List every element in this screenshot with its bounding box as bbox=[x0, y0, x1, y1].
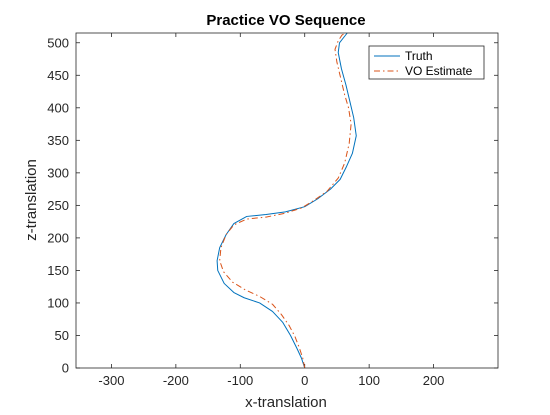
y-tick-label: 150 bbox=[47, 263, 69, 278]
plot-border bbox=[75, 32, 499, 369]
legend-label-vo-estimate: VO Estimate bbox=[405, 64, 473, 78]
x-tick-label: 100 bbox=[358, 373, 380, 388]
plot-area bbox=[76, 33, 498, 368]
chart-title: Practice VO Sequence bbox=[206, 12, 365, 29]
x-tick-label: -200 bbox=[163, 373, 189, 388]
x-tick-label: -300 bbox=[98, 373, 124, 388]
y-axis-ticks: 0 50 100 150 200 250 300 350 400 450 500 bbox=[47, 35, 498, 376]
y-tick-label: 100 bbox=[47, 295, 69, 310]
y-tick-label: 450 bbox=[47, 68, 69, 83]
x-axis-label: x-translation bbox=[245, 394, 327, 411]
y-tick-label: 0 bbox=[62, 361, 69, 376]
series-line-truth bbox=[216, 32, 357, 369]
x-tick-label: 0 bbox=[301, 373, 308, 388]
y-tick-label: 500 bbox=[47, 35, 69, 50]
y-tick-label: 400 bbox=[47, 100, 69, 115]
x-tick-label: 200 bbox=[423, 373, 445, 388]
legend: Truth VO Estimate bbox=[368, 45, 485, 80]
y-tick-label: 300 bbox=[47, 165, 69, 180]
x-tick-label: -100 bbox=[227, 373, 253, 388]
series-layer bbox=[216, 32, 357, 369]
y-tick-label: 250 bbox=[47, 198, 69, 213]
y-tick-label: 350 bbox=[47, 133, 69, 148]
y-tick-label: 200 bbox=[47, 230, 69, 245]
x-axis-ticks: -300 -200 -100 0 100 200 bbox=[98, 33, 444, 388]
y-axis-label: z-translation bbox=[23, 159, 40, 241]
y-tick-label: 50 bbox=[55, 328, 69, 343]
legend-label-truth: Truth bbox=[405, 49, 433, 63]
series-line-vo-estimate bbox=[219, 32, 352, 369]
legend-box bbox=[368, 45, 485, 80]
